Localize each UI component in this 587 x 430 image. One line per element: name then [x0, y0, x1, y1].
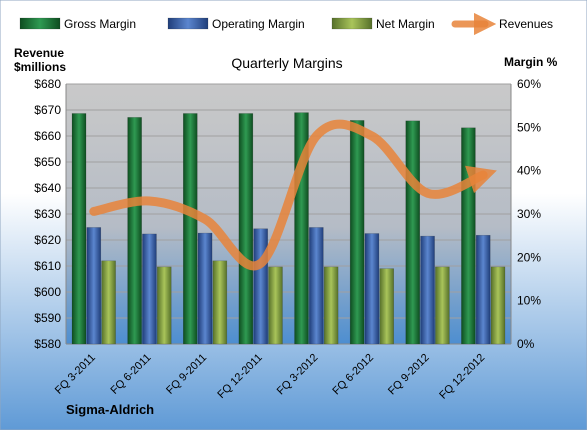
bar [142, 233, 157, 345]
bar [238, 113, 254, 345]
bar [309, 227, 324, 345]
y-tick-label-left: $600 [34, 285, 61, 299]
y-tick-label-right: 10% [517, 294, 541, 308]
bar [253, 228, 268, 345]
legend: Gross Margin Operating Margin Net Margin Re… [19, 12, 553, 36]
y-tick-label-right: 60% [517, 77, 541, 91]
bar [461, 127, 476, 345]
legend-label: Net Margin [376, 17, 435, 31]
bar [156, 266, 172, 345]
bar [475, 234, 491, 345]
bar [212, 260, 228, 345]
bar-series [71, 112, 506, 345]
bar [490, 266, 506, 345]
y-tick-label-left: $670 [34, 103, 61, 117]
bar [86, 227, 102, 345]
legend-swatch [19, 17, 61, 30]
left-axis-label-line2: $millions [14, 60, 66, 74]
y-tick-label-left: $590 [34, 311, 61, 325]
legend-swatch [331, 17, 373, 30]
revenue-line [89, 119, 497, 271]
bar [127, 117, 142, 345]
bar [349, 120, 365, 345]
revenue-line-path [89, 119, 497, 271]
y-tick-label-right: 40% [517, 164, 541, 178]
bar [197, 232, 213, 345]
bar [183, 113, 198, 345]
y-tick-label-left: $610 [34, 259, 61, 273]
y-tick-label-left: $650 [34, 155, 61, 169]
legend-label: Operating Margin [212, 17, 305, 31]
chart-title: Quarterly Margins [231, 55, 342, 71]
y-tick-label-right: 30% [517, 207, 541, 221]
company-label: Sigma-Aldrich [66, 402, 154, 417]
legend-swatch [167, 17, 209, 30]
bar [405, 120, 421, 345]
left-axis-label-line1: Revenue [14, 46, 64, 60]
y-tick-label-left: $630 [34, 207, 61, 221]
bar [323, 266, 339, 345]
legend-label: Gross Margin [64, 17, 136, 31]
bar [435, 266, 450, 345]
bar [71, 113, 87, 345]
y-tick-label-right: 20% [517, 250, 541, 264]
y-tick-label-right: 0% [517, 337, 535, 351]
y-tick-label-left: $660 [34, 129, 61, 143]
right-axis-label: Margin % [504, 55, 558, 69]
y-tick-label-left: $620 [34, 233, 61, 247]
y-tick-label-right: 50% [517, 120, 541, 134]
bar [101, 260, 116, 345]
y-tick-label-left: $580 [34, 337, 61, 351]
bar [379, 268, 394, 345]
y-tick-label-left: $680 [34, 77, 61, 91]
bar [268, 266, 283, 345]
bar [364, 233, 380, 345]
legend-label: Revenues [499, 17, 553, 31]
bar [420, 235, 435, 345]
y-tick-label-left: $640 [34, 181, 61, 195]
